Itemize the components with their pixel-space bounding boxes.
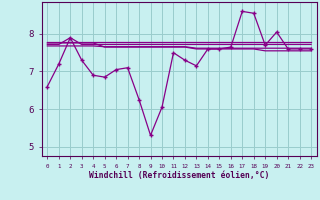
X-axis label: Windchill (Refroidissement éolien,°C): Windchill (Refroidissement éolien,°C) [89,171,269,180]
